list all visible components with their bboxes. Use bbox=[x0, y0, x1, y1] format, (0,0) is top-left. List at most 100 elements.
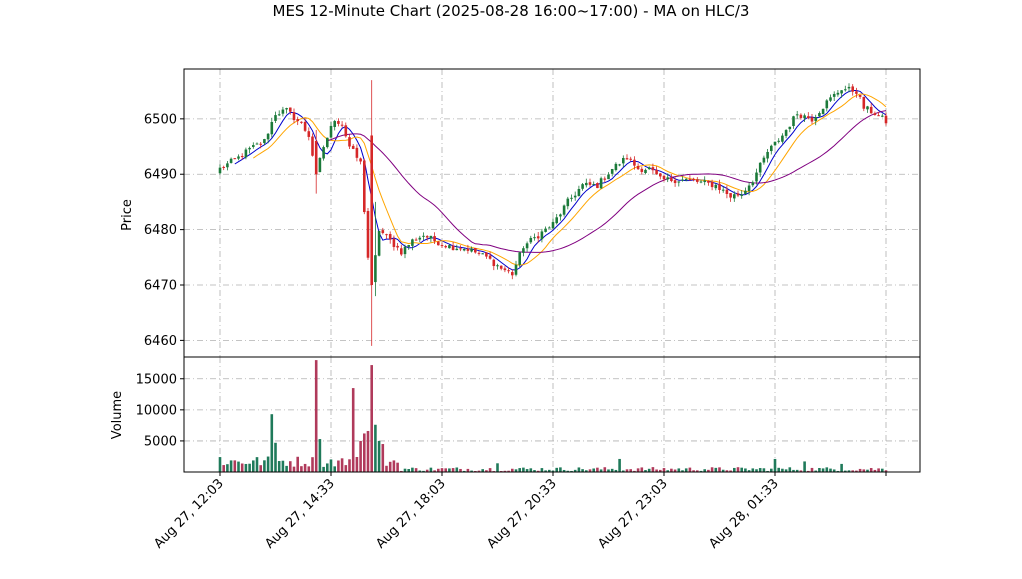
volume-bar bbox=[533, 470, 536, 472]
candle-body bbox=[377, 230, 381, 256]
x-tick-label: Aug 27, 20:33 bbox=[484, 476, 560, 552]
volume-bar bbox=[585, 470, 588, 472]
candle-body bbox=[773, 141, 777, 146]
moving-average-30 bbox=[327, 110, 887, 253]
candle-body bbox=[666, 177, 669, 180]
candle-body bbox=[573, 195, 577, 198]
volume-bar bbox=[252, 460, 255, 472]
candle-body bbox=[529, 237, 533, 243]
candle-body bbox=[263, 139, 266, 144]
volume-bar bbox=[451, 468, 455, 472]
volume-bar bbox=[266, 456, 270, 472]
candle-body bbox=[481, 253, 484, 255]
candle-body bbox=[758, 162, 762, 173]
volume-bar bbox=[466, 468, 470, 472]
volume-bar bbox=[359, 440, 362, 472]
candle-body bbox=[226, 163, 229, 168]
volume-bar bbox=[651, 467, 655, 472]
candle-body bbox=[718, 183, 721, 190]
candle-body bbox=[703, 180, 706, 183]
candle-body bbox=[622, 157, 625, 164]
candle-body bbox=[496, 265, 499, 267]
candle-body bbox=[814, 117, 817, 121]
volume-bar bbox=[792, 469, 795, 472]
candle-body bbox=[252, 145, 255, 147]
volume-bar bbox=[721, 469, 725, 472]
candle-body bbox=[751, 182, 755, 186]
volume-bar bbox=[729, 470, 732, 472]
volume-bar bbox=[699, 470, 703, 472]
volume-bar bbox=[855, 470, 858, 472]
candle-body bbox=[514, 264, 518, 275]
candle-body bbox=[651, 167, 655, 171]
price-ticks: 6460 6470 6480 6490 6500 bbox=[144, 112, 184, 349]
volume-bar bbox=[311, 457, 314, 472]
candle-body bbox=[400, 248, 403, 255]
volume-bar bbox=[777, 467, 780, 472]
candle-body bbox=[266, 133, 270, 140]
volume-bar bbox=[770, 468, 773, 472]
price-tick-label: 6500 bbox=[144, 112, 177, 127]
volume-bar bbox=[218, 457, 222, 472]
candle-body bbox=[840, 90, 843, 94]
volume-bar bbox=[274, 442, 277, 472]
volume-bar bbox=[673, 469, 677, 472]
volume-bar bbox=[248, 463, 251, 472]
candle-body bbox=[677, 181, 681, 183]
candle-body bbox=[755, 172, 758, 182]
candle-body bbox=[462, 248, 466, 251]
volume-bar bbox=[814, 470, 817, 472]
volume-bar bbox=[851, 470, 854, 472]
volume-bar bbox=[596, 467, 599, 472]
candle-body bbox=[518, 252, 521, 265]
candle-body bbox=[818, 113, 821, 117]
chart-title: MES 12-Minute Chart (2025-08-28 16:00~17… bbox=[273, 2, 750, 20]
candle-body bbox=[403, 246, 407, 255]
volume-bar bbox=[562, 469, 566, 472]
volume-bar bbox=[259, 465, 262, 472]
volume-bar bbox=[529, 468, 533, 472]
volume-bar bbox=[873, 469, 877, 472]
volume-bar bbox=[525, 469, 529, 472]
volume-bar bbox=[429, 467, 433, 472]
volume-bar bbox=[522, 467, 525, 472]
volume-bar bbox=[821, 468, 825, 472]
candle-body bbox=[466, 248, 470, 251]
candle-body bbox=[770, 145, 773, 152]
candle-body bbox=[795, 114, 799, 116]
volume-bar bbox=[292, 466, 296, 472]
volume-bar bbox=[540, 468, 544, 472]
volume-bar bbox=[300, 466, 303, 472]
volume-bar bbox=[437, 468, 440, 472]
candle-body bbox=[585, 182, 588, 186]
candle-body bbox=[348, 137, 351, 147]
volume-bar bbox=[507, 470, 510, 472]
volume-bar bbox=[555, 467, 558, 472]
candle-body bbox=[566, 198, 570, 207]
volume-bar bbox=[799, 470, 803, 472]
candle-body bbox=[562, 205, 566, 215]
volume-panel-frame bbox=[183, 356, 921, 473]
volume-bar bbox=[755, 469, 758, 472]
candle-body bbox=[277, 114, 281, 116]
volume-bar bbox=[329, 459, 333, 472]
candle-body bbox=[603, 178, 607, 180]
volume-axis-label: Volume bbox=[110, 391, 125, 439]
volume-bar bbox=[599, 469, 603, 472]
volume-bar bbox=[422, 470, 425, 472]
candle-body bbox=[866, 106, 869, 110]
candle-body bbox=[710, 181, 714, 188]
volume-bar bbox=[788, 467, 792, 472]
candle-body bbox=[388, 234, 392, 240]
volume-bar bbox=[869, 468, 873, 472]
candle-body bbox=[610, 169, 614, 174]
candle-body bbox=[318, 157, 322, 173]
volume-bar bbox=[433, 470, 436, 472]
candle-body bbox=[525, 243, 529, 249]
candle-body bbox=[877, 115, 880, 117]
volume-bar bbox=[707, 469, 710, 472]
volume-bar bbox=[544, 470, 547, 472]
volume-bar bbox=[396, 462, 399, 472]
candle-body bbox=[374, 255, 377, 283]
price-tick-label: 6460 bbox=[144, 334, 177, 349]
